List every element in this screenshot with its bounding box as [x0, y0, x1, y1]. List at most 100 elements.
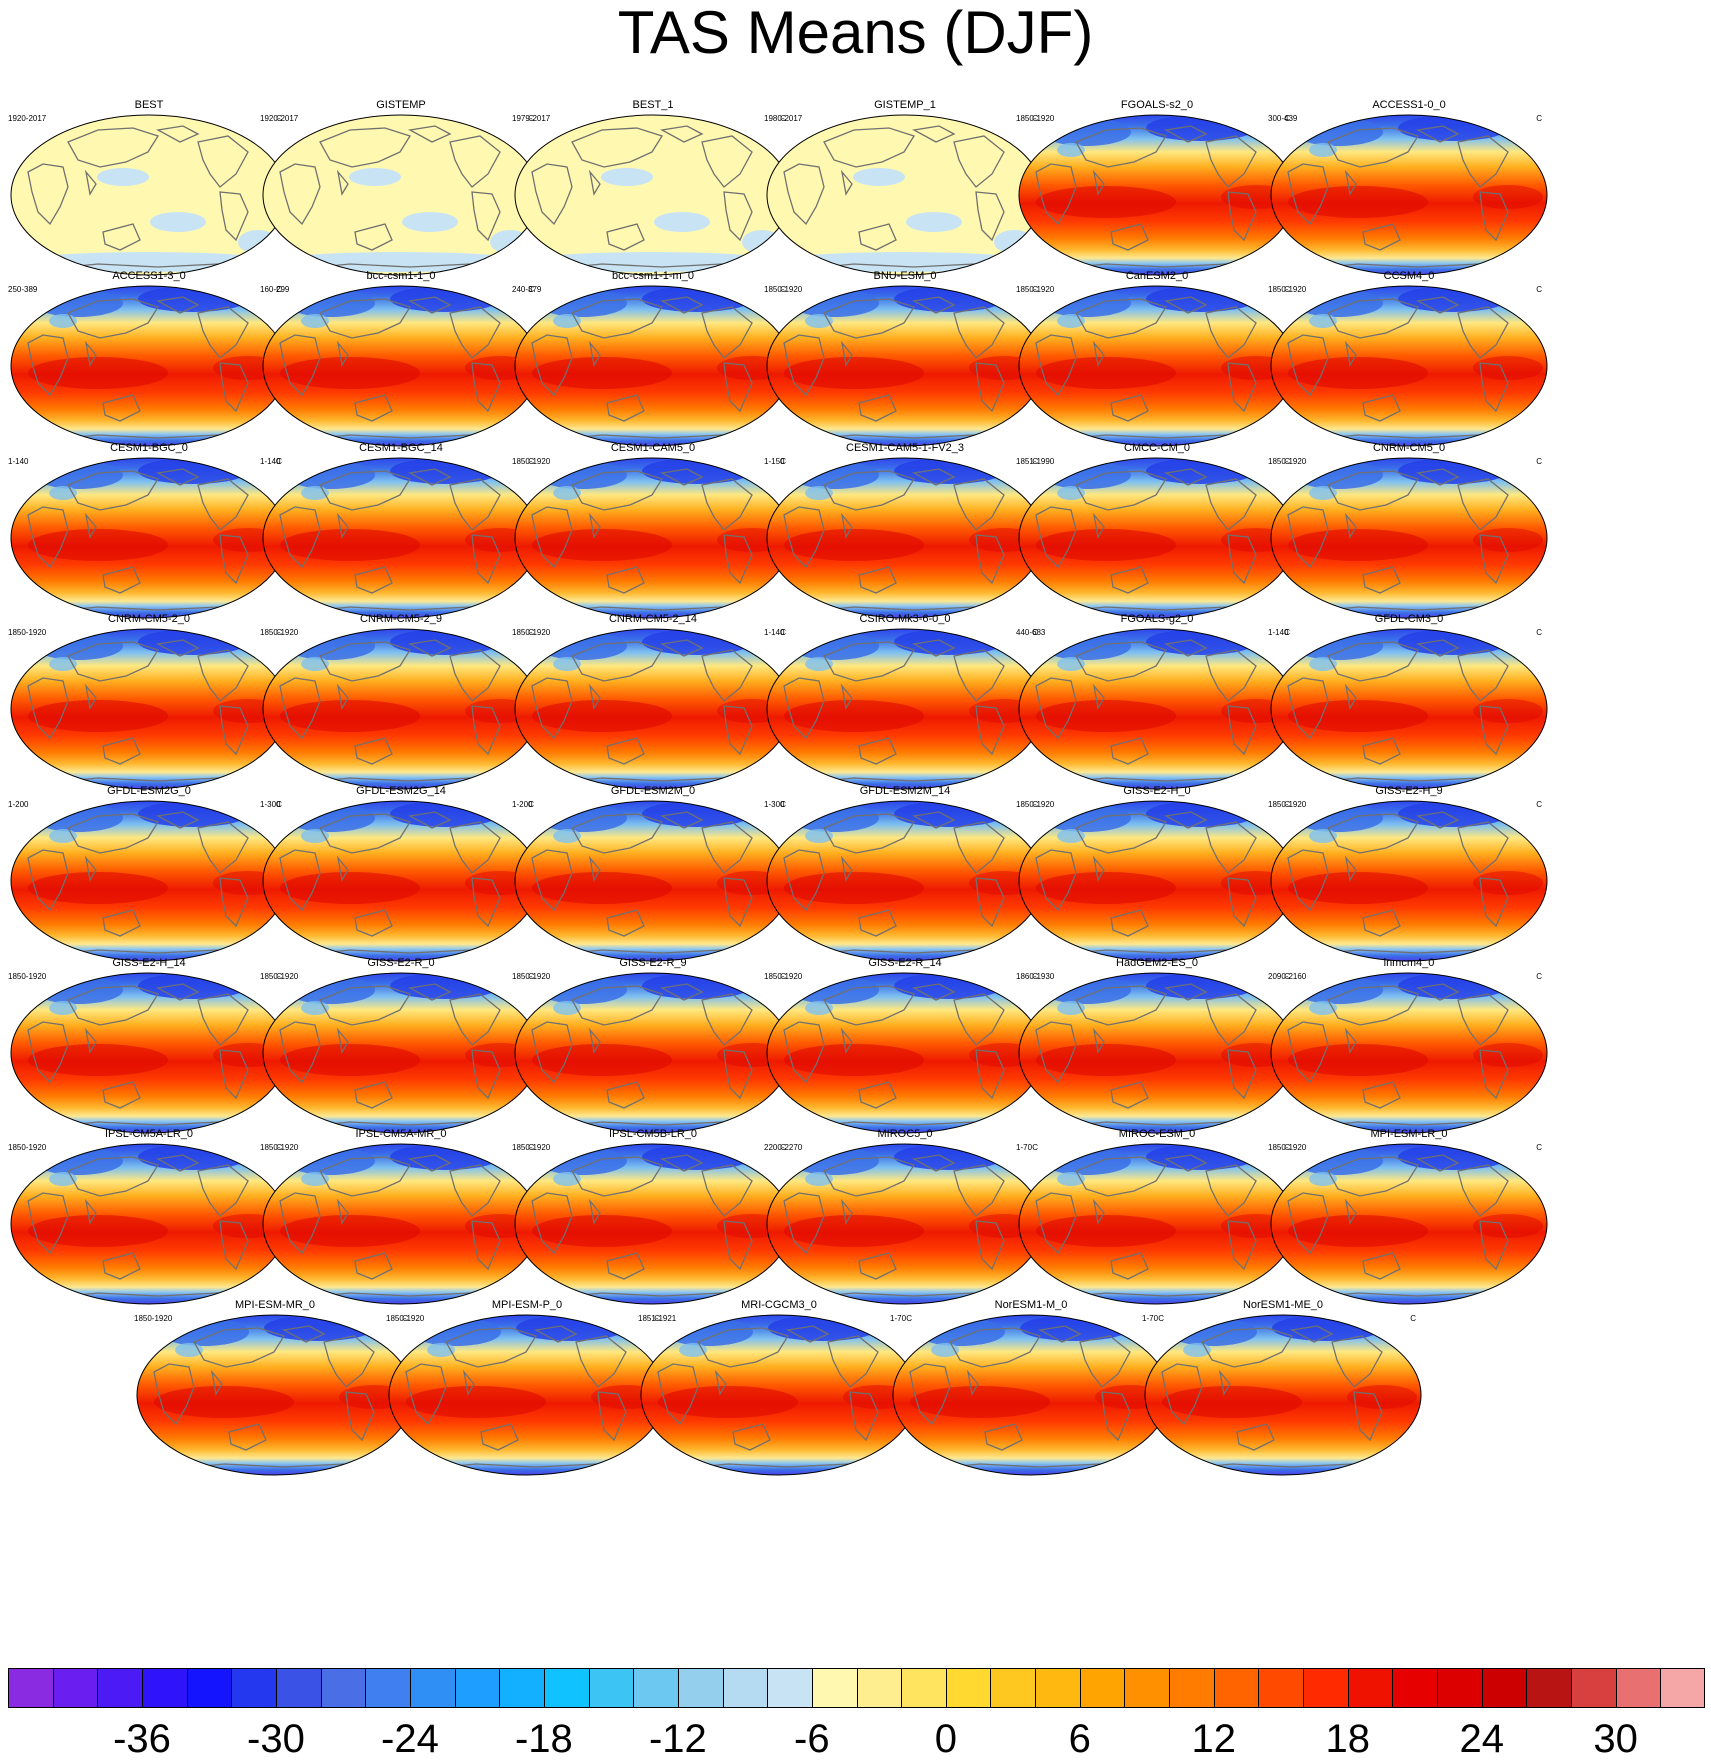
colorbar-box: [722, 1668, 768, 1708]
panel-map: [10, 1143, 288, 1305]
map-panel: CESM1-CAM5-1-FV2_3 1-150 C: [764, 442, 1046, 621]
panel-map: [1018, 1143, 1296, 1305]
panel-years: 1-300: [764, 800, 785, 809]
panel-map: [1018, 972, 1296, 1134]
panel-map: [766, 972, 1044, 1134]
panel-units: C: [1536, 285, 1542, 294]
panel-title: CNRM-CM5_0: [1372, 442, 1446, 454]
panel-units: C: [1284, 285, 1290, 294]
map-panel: MPI-ESM-P_0 1850-1920 C: [386, 1299, 668, 1478]
map-panel: MPI-ESM-LR_0 1850-1920 C: [1268, 1128, 1550, 1307]
panel-years: 1-150: [764, 457, 785, 466]
colorbar-box: [1437, 1668, 1483, 1708]
panel-title: MPI-ESM-P_0: [491, 1299, 563, 1311]
colorbar-box: [588, 1668, 634, 1708]
colorbar-box: [1035, 1668, 1081, 1708]
panel-years: 1850-1920: [764, 972, 803, 981]
panel-title: ACCESS1-3_0: [112, 270, 186, 282]
map-panel: bcc-csm1-1_0 160-299 C: [260, 270, 542, 449]
panel-map: [514, 1143, 792, 1305]
panel-title: MIROC5_0: [877, 1128, 933, 1140]
colorbar-tick-label: -12: [648, 1717, 707, 1761]
colorbar-tick-label: 0: [934, 1717, 957, 1761]
colorbar-tick-label: 18: [1325, 1717, 1370, 1761]
colorbar-box: [945, 1668, 991, 1708]
panel-units: C: [1536, 1143, 1542, 1152]
panel-years: 1-300: [260, 800, 281, 809]
panel-map: [640, 1314, 918, 1476]
panel-map: [1270, 114, 1548, 276]
panel-title: CNRM-CM5-2_14: [608, 613, 698, 625]
panel-units: C: [528, 1143, 534, 1152]
panel-years: 1850-1920: [1268, 800, 1307, 809]
map-panel: GFDL-CM3_0 1-140 C: [1268, 613, 1550, 792]
panel-units: C: [1536, 628, 1542, 637]
panel-years: 1980-2017: [764, 114, 803, 123]
panel-years: 1850-1920: [1016, 285, 1055, 294]
map-panel: CMCC-CM_0 1851-1990 C: [1016, 442, 1298, 621]
colorbar-box: [543, 1668, 589, 1708]
panel-years: 250-389: [8, 285, 38, 294]
panel-units: C: [1032, 972, 1038, 981]
panel-units: C: [1032, 800, 1038, 809]
panel-title: ACCESS1-0_0: [1372, 99, 1446, 111]
panel-years: 1920-2017: [8, 114, 47, 123]
panel-units: C: [780, 114, 786, 123]
panel-title: GISS-E2-H_9: [1375, 785, 1443, 797]
colorbar-box: [231, 1668, 277, 1708]
map-panel: CanESM2_0 1850-1920 C: [1016, 270, 1298, 449]
colorbar-box: [856, 1668, 902, 1708]
panel-years: 1-140: [260, 457, 281, 466]
panel-map: [10, 114, 288, 276]
map-panel: NorESM1-M_0 1-70 C: [890, 1299, 1172, 1478]
panel-title: BNU-ESM_0: [873, 270, 937, 282]
panel-years: 1850-1920: [512, 628, 551, 637]
panel-title: CNRM-CM5-2_0: [108, 613, 190, 625]
panel-title: MPI-ESM-MR_0: [234, 1299, 316, 1311]
panel-title: GISS-E2-R_14: [868, 957, 942, 969]
map-panel: GISS-E2-R_9 1850-1920 C: [512, 957, 794, 1136]
map-panel: GFDL-ESM2M_14 1-300 C: [764, 785, 1046, 964]
panel-title: GFDL-ESM2G_14: [356, 785, 446, 797]
panel-units: C: [1032, 285, 1038, 294]
panel-units: C: [1158, 1314, 1164, 1323]
panel-units: C: [1032, 114, 1038, 123]
panel-title: GISTEMP_1: [874, 99, 936, 111]
panel-map: [10, 285, 288, 447]
map-panel: GFDL-ESM2M_0 1-200 C: [512, 785, 794, 964]
panel-map: [10, 800, 288, 962]
map-panel: inmcm4_0 2090-2160 C: [1268, 957, 1550, 1136]
panel-years: 1850-1920: [512, 972, 551, 981]
colorbar-box: [677, 1668, 723, 1708]
panel-years: 1851-1921: [638, 1314, 677, 1323]
map-panel: GFDL-ESM2G_14 1-300 C: [260, 785, 542, 964]
panel-title: IPSL-CM5A-MR_0: [355, 1128, 447, 1140]
colorbar-box: [1258, 1668, 1304, 1708]
panel-map: [514, 972, 792, 1134]
panel-map: [1018, 800, 1296, 962]
map-panel: HadGEM2-ES_0 1860-1930 C: [1016, 957, 1298, 1136]
panel-units: C: [906, 1314, 912, 1323]
map-panel: MRI-CGCM3_0 1851-1921 C: [638, 1299, 920, 1478]
panel-years: 1-200: [512, 800, 533, 809]
panel-units: C: [276, 114, 282, 123]
colorbar-box: [97, 1668, 143, 1708]
panel-title: IPSL-CM5A-LR_0: [104, 1128, 194, 1140]
panel-map: [1018, 114, 1296, 276]
panel-title: GISS-E2-R_9: [619, 957, 687, 969]
panel-units: C: [528, 628, 534, 637]
panel-map: [1270, 285, 1548, 447]
panel-map: [892, 1314, 1170, 1476]
panel-title: CESM1-CAM5-1-FV2_3: [846, 442, 964, 454]
panel-map: [262, 1143, 540, 1305]
map-panel: GISS-E2-R_14 1850-1920 C: [764, 957, 1046, 1136]
colorbar-box: [1526, 1668, 1572, 1708]
map-panel: MIROC5_0 2200-2270 C: [764, 1128, 1046, 1307]
panel-years: 1850-1920: [8, 628, 47, 637]
panel-map: [766, 114, 1044, 276]
panel-map: [10, 972, 288, 1134]
panel-map: [262, 972, 540, 1134]
panel-years: 240-379: [512, 285, 542, 294]
panel-map: [262, 800, 540, 962]
map-panel: CESM1-BGC_14 1-140 C: [260, 442, 542, 621]
